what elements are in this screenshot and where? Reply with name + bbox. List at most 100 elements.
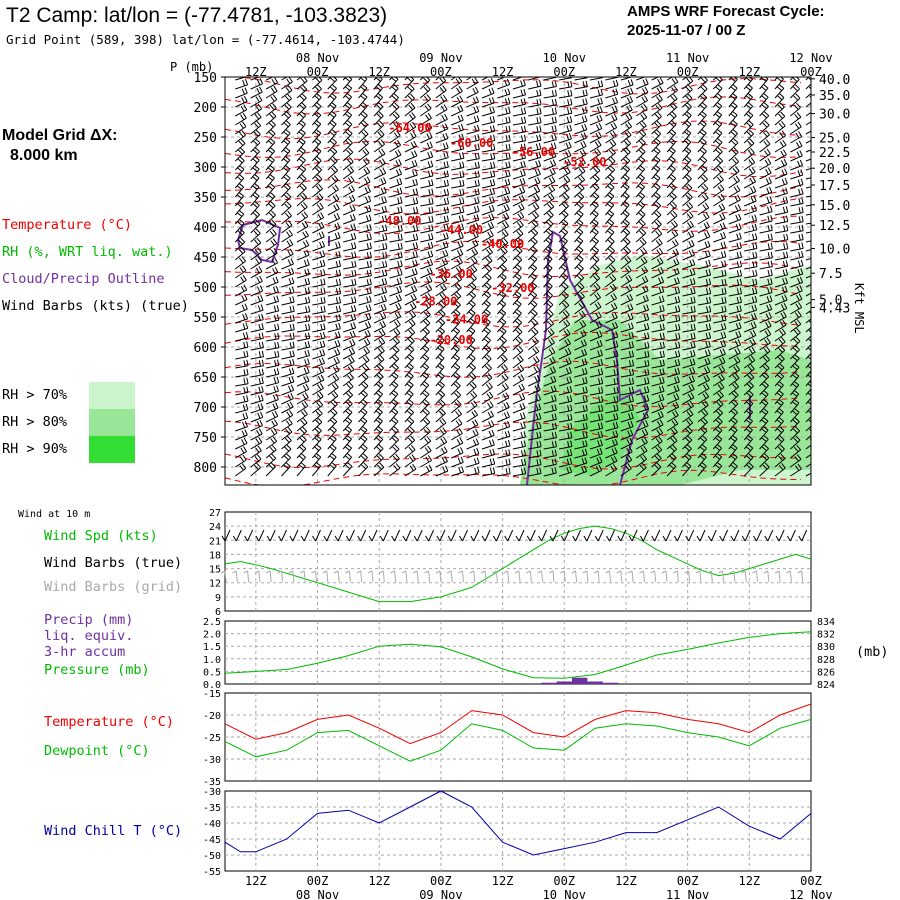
wind-barb: [605, 359, 619, 369]
wind-barb: [620, 130, 632, 144]
wind-barb: [790, 444, 801, 459]
wind-barb: [512, 194, 525, 207]
wind-barb: [250, 219, 261, 234]
wind-barb: [419, 381, 430, 396]
wind-barb: [651, 192, 661, 207]
surface-wind-barb-grid: [424, 570, 431, 583]
wind-barb: [281, 138, 291, 153]
wind-barb: [713, 348, 726, 360]
panel-tick-label: 24: [209, 522, 221, 533]
wind-barb: [682, 128, 692, 144]
wind-barb: [389, 294, 402, 306]
wind-barb: [234, 130, 246, 144]
temperature-line: [224, 703, 812, 745]
panel-tick-label: 1.0: [203, 655, 221, 666]
wind-barb: [558, 141, 572, 153]
wind-barb: [265, 286, 279, 297]
wind-barb: [327, 77, 332, 81]
wind-barb: [743, 355, 756, 369]
wind-barb: [666, 277, 680, 288]
wind-barb: [605, 340, 619, 351]
wind-barb: [342, 338, 356, 351]
wind-barb: [389, 285, 403, 297]
wind-barb: [635, 192, 646, 207]
wind-barb: [666, 201, 677, 216]
wind-barb: [466, 390, 478, 405]
wind-barb: [358, 408, 368, 423]
wind-barb: [605, 350, 619, 360]
wind-barb: [358, 138, 369, 153]
wind-barb: [281, 358, 295, 369]
panel-tick-label: -35: [203, 777, 221, 788]
wind-barb: [605, 283, 617, 297]
wind-barb: [481, 77, 495, 90]
wind-barb: [265, 120, 276, 135]
wind-barb: [234, 191, 244, 207]
wind-barb: [712, 390, 724, 405]
wind-barb: [497, 420, 511, 432]
surface-wind-barb-grid: [412, 570, 419, 583]
wind-barb: [589, 439, 603, 450]
surface-wind-barb-grid: [503, 570, 510, 583]
wind-barb: [512, 421, 526, 432]
wind-barb: [697, 240, 711, 252]
wind-barb: [605, 293, 618, 306]
wind-barb: [250, 112, 262, 126]
wind-barb: [296, 287, 311, 297]
wind-barb: [497, 392, 510, 405]
wind-barb: [435, 123, 449, 135]
wind-barb: [666, 401, 680, 414]
wind-barb: [466, 256, 478, 270]
wind-barb: [312, 278, 326, 288]
wind-barb: [620, 77, 634, 81]
wind-barb: [466, 457, 480, 468]
wind-barb: [651, 210, 662, 225]
wind-barb: [250, 437, 263, 450]
wind-barb: [774, 84, 785, 99]
wind-barb: [712, 129, 723, 144]
wind-barb: [790, 112, 802, 126]
wind-barb: [728, 251, 742, 261]
wind-barb: [790, 380, 800, 396]
wind-barb: [250, 359, 264, 369]
wind-barb: [512, 364, 525, 378]
wind-barb: [373, 269, 388, 279]
wind-barb: [651, 427, 664, 441]
wind-barb: [666, 393, 680, 405]
surface-wind-barb-true: [617, 529, 627, 542]
wind-barb: [543, 375, 557, 387]
wind-barb: [620, 210, 630, 225]
temperature-contour-label: -48.00: [378, 214, 421, 228]
wind-barb: [327, 175, 339, 189]
wind-barb: [651, 323, 665, 333]
wind-barb: [528, 80, 542, 90]
wind-barb: [759, 337, 771, 351]
wind-barb: [312, 250, 326, 261]
pressure-tick-label: 834: [817, 617, 835, 628]
surface-wind-barb-grid: [560, 570, 566, 583]
wind-barb: [620, 191, 630, 207]
wind-barb: [312, 269, 326, 279]
wind-barb: [373, 77, 378, 81]
wind-barb: [296, 349, 310, 360]
wind-barb: [790, 77, 794, 81]
wind-barb: [512, 300, 522, 315]
wind-barb: [728, 156, 740, 171]
wind-barb: [358, 185, 371, 198]
wind-barb: [574, 404, 588, 414]
wind-barb: [759, 453, 770, 468]
wind-barb: [543, 282, 553, 297]
surface-wind-barb-grid: [650, 570, 657, 583]
wind-barb: [497, 143, 511, 153]
wind-barb: [759, 196, 773, 207]
wind-barb: [404, 206, 419, 216]
wind-barb: [327, 390, 339, 405]
wind-barb: [373, 286, 388, 297]
wind-barb: [389, 345, 400, 360]
surface-wind-barb-grid: [695, 570, 702, 583]
wind-barb: [281, 93, 292, 108]
wind-barb: [574, 77, 588, 81]
wind-barb: [666, 367, 681, 378]
wind-barb: [235, 359, 249, 369]
